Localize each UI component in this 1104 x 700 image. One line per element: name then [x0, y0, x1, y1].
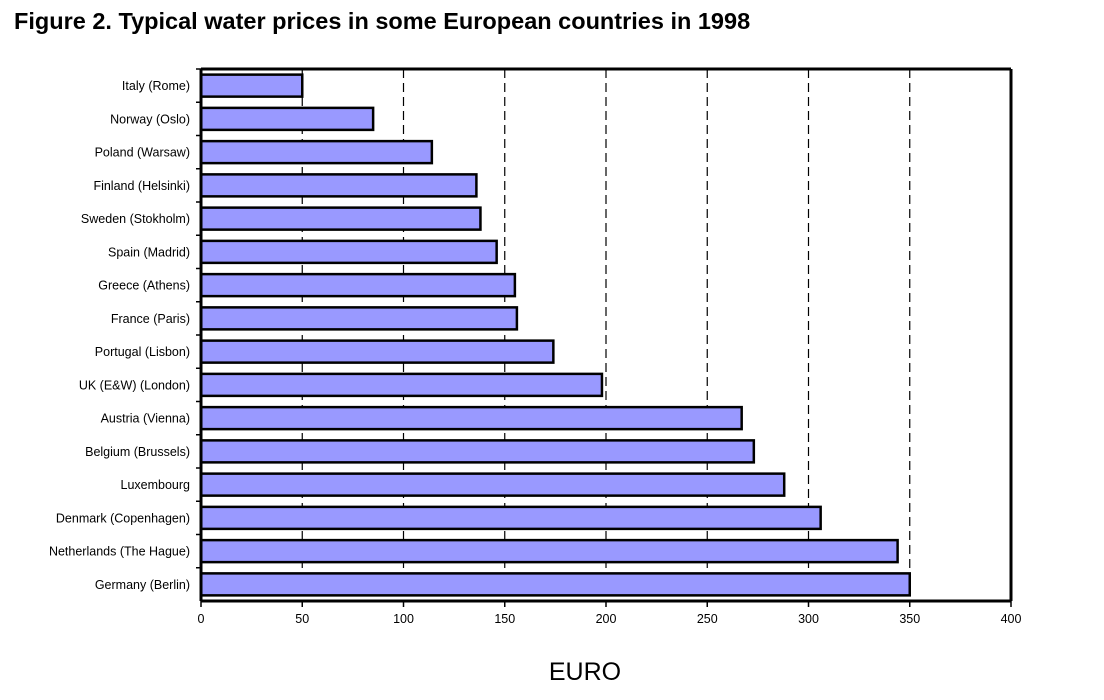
bar — [199, 272, 517, 298]
bar — [199, 405, 743, 431]
bar — [199, 372, 604, 398]
chart-title: Figure 2. Typical water prices in some E… — [14, 8, 751, 34]
bar — [199, 73, 304, 98]
bar — [199, 572, 911, 597]
bar — [199, 538, 899, 564]
bar — [199, 439, 756, 464]
bar — [199, 306, 519, 331]
x-tick-label: 250 — [697, 612, 718, 626]
x-tick-label: 0 — [198, 612, 205, 626]
bar — [199, 505, 822, 531]
x-tick-label: 150 — [494, 612, 515, 626]
bar — [199, 206, 482, 231]
y-tick-label: Poland (Warsaw) — [95, 146, 190, 160]
y-tick-label: Spain (Madrid) — [108, 245, 190, 259]
x-tick-label: 50 — [295, 612, 309, 626]
y-tick-label: Greece (Athens) — [98, 279, 190, 293]
y-tick-label: Norway (Oslo) — [110, 112, 190, 126]
x-tick-label: 200 — [596, 612, 617, 626]
y-tick-label: Belgium (Brussels) — [85, 445, 190, 459]
y-tick-label: Austria (Vienna) — [101, 412, 190, 426]
y-tick-label: Italy (Rome) — [122, 79, 190, 93]
y-tick-label: Finland (Helsinki) — [93, 179, 190, 193]
bar — [199, 472, 786, 497]
bar — [199, 106, 375, 132]
y-tick-label: Germany (Berlin) — [95, 578, 190, 592]
y-tick-label: Sweden (Stokholm) — [81, 212, 190, 226]
x-axis-label: EURO — [548, 658, 622, 686]
y-tick-label: Denmark (Copenhagen) — [56, 511, 190, 525]
y-tick-label: France (Paris) — [111, 312, 190, 326]
bar — [199, 239, 498, 265]
x-tick-label: 100 — [393, 612, 414, 626]
x-tick-label: 400 — [1001, 612, 1022, 626]
y-tick-label: UK (E&W) (London) — [79, 378, 190, 392]
bar — [199, 173, 478, 198]
y-tick-label: Portugal (Lisbon) — [95, 345, 190, 359]
bar — [199, 139, 434, 165]
x-tick-label: 300 — [798, 612, 819, 626]
y-tick-label: Luxembourg — [121, 478, 191, 492]
bar — [199, 339, 555, 364]
y-tick-label: Netherlands (The Hague) — [49, 545, 190, 559]
x-tick-label: 350 — [899, 612, 920, 626]
